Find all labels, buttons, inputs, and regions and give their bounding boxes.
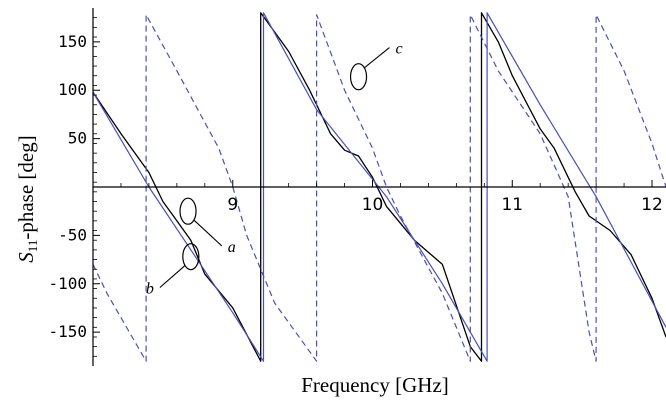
x-tick-label: 12	[641, 195, 663, 215]
x-tick-label: 9	[227, 195, 238, 215]
annotation-b-leader	[159, 265, 186, 288]
y-axis-label-rest: -phase [deg]	[14, 135, 38, 239]
series-b-line	[92, 12, 666, 362]
y-tick-label: -150	[48, 322, 87, 341]
y-axis-label-sub: 11	[25, 240, 40, 253]
chart-series-group	[92, 12, 666, 362]
y-tick-label: -100	[48, 274, 87, 293]
annotation-c-leader	[364, 47, 390, 69]
chart-annotations: a b c	[146, 41, 403, 298]
annotation-c-label: c	[395, 41, 402, 58]
annotation-b-label: b	[146, 280, 154, 297]
x-axis-label: Frequency [GHz]	[301, 373, 449, 397]
x-tick-label: 11	[501, 195, 523, 215]
annotation-a-label: a	[228, 239, 236, 256]
chart-ticks: 150 100 50 -50 -100 -150 9 10 11 12	[48, 17, 663, 357]
y-tick-label: 150	[58, 32, 87, 51]
y-axis-label-main: S	[14, 252, 38, 263]
y-tick-label: 50	[68, 129, 87, 148]
svg-text:S11-phase [deg]: S11-phase [deg]	[14, 135, 40, 262]
chart-axes	[92, 8, 666, 366]
annotation-c-marker	[349, 63, 368, 91]
y-tick-label: 100	[58, 80, 87, 99]
y-tick-label: -50	[58, 225, 87, 244]
series-a-line	[92, 12, 666, 362]
y-axis-label: S11-phase [deg]	[14, 135, 40, 262]
x-tick-label: 10	[362, 195, 384, 215]
annotation-a-marker	[179, 197, 197, 225]
annotation-a-leader	[193, 219, 223, 247]
annotation-b-marker	[182, 243, 200, 271]
